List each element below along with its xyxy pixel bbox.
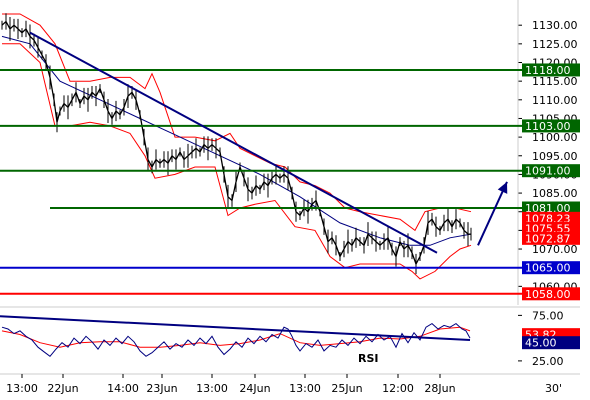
value-badges: 1118.00 1103.00 1091.00 1081.00 1065.00 1058.… (522, 63, 580, 350)
projection-arrow (477, 181, 508, 246)
value-badge (522, 201, 580, 215)
value-badge (522, 119, 580, 133)
value-badge-label: 1118.00 (525, 64, 571, 77)
value-badge-label: 1081.00 (525, 202, 571, 215)
rsi-grid: 75.00 25.00 (0, 306, 580, 368)
price-tick-label: 1115.00 (532, 75, 578, 88)
price-tick-label: 1085.00 (532, 187, 578, 200)
value-badge-label: 1072.87 (525, 232, 571, 245)
value-badge (522, 221, 580, 235)
price-tick-label: 1125.00 (532, 38, 578, 51)
interval-label: 30' (545, 382, 562, 395)
downtrend-line (29, 31, 438, 254)
x-tick-label: 28Jun (424, 382, 455, 395)
rsi-panel: 75.00 25.00 RSI (0, 306, 580, 368)
x-tick-label: 22Jun (47, 382, 78, 395)
x-tick-label: 13:00 (289, 382, 321, 395)
x-tick-label: 23Jun (146, 382, 177, 395)
bollinger-bands (2, 13, 472, 280)
horizontal-levels (0, 68, 580, 295)
value-badge (522, 287, 580, 301)
value-badge-label: 1103.00 (525, 120, 571, 133)
value-badge (522, 63, 580, 77)
price-tick-label: 1130.00 (532, 19, 578, 32)
rsi-line (1, 322, 471, 357)
price-tick-label: 1070.00 (532, 243, 578, 256)
price-tick-label: 1100.00 (532, 131, 578, 144)
value-badge (522, 261, 580, 275)
value-badge (522, 164, 580, 178)
value-badge-label: 45.00 (525, 337, 557, 350)
x-tick-label: 13:00 (196, 382, 228, 395)
price-tick-label: 1095.00 (532, 150, 578, 163)
value-badge-label: 1065.00 (525, 262, 571, 275)
projection-arrow-head (497, 181, 508, 194)
x-tick-label: 24Jun (239, 382, 270, 395)
value-badge (522, 211, 580, 225)
bollinger-upper-band (2, 13, 472, 232)
value-badge-label: 1091.00 (525, 165, 571, 178)
x-tick-label: 13:00 (6, 382, 38, 395)
bollinger-lower-band (2, 43, 472, 280)
x-tick-label: 25Jun (331, 382, 362, 395)
rsi-tick-label: 75.00 (532, 309, 564, 322)
projection-arrow-shaft (477, 181, 508, 246)
rsi-tick-label: 25.00 (532, 355, 564, 368)
x-tick-label: 14:00 (107, 382, 139, 395)
rsi-label: RSI (358, 352, 379, 365)
price-tick-label: 1110.00 (532, 94, 578, 107)
value-badge (522, 231, 580, 245)
x-tick-label: 12:00 (382, 382, 414, 395)
x-axis: 13:00 22Jun 14:00 23Jun 13:00 24Jun 13:00 25Jun… (0, 373, 580, 395)
rsi-trendline (0, 315, 471, 341)
value-badge-label: 1058.00 (525, 288, 571, 301)
value-badge (522, 336, 580, 350)
